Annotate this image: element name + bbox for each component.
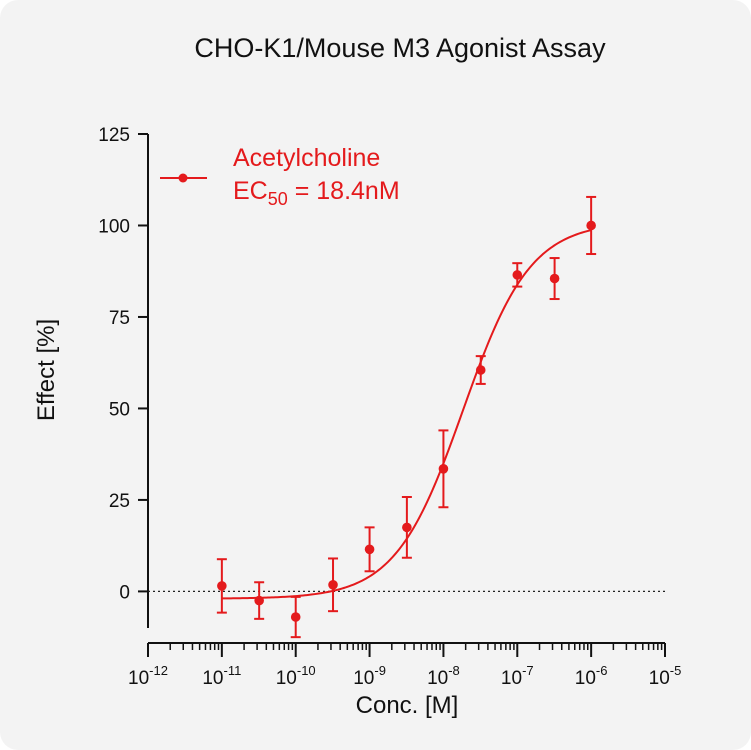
x-tick-label: 10-10 [276, 663, 316, 689]
data-point [402, 522, 412, 533]
x-tick-label: 10-5 [649, 663, 682, 689]
legend-series-name: Acetylcholine [233, 144, 380, 172]
y-axis-label: Effect [%] [33, 319, 60, 421]
y-tick-label: 50 [109, 399, 130, 420]
x-tick-label: 10-7 [501, 663, 534, 689]
data-point [438, 464, 449, 474]
data-point [475, 365, 486, 375]
data-point [328, 580, 338, 590]
data-point [217, 581, 227, 591]
legend-ec50: EC50 = 18.4nM [233, 177, 400, 209]
legend-marker [178, 173, 188, 183]
x-tick-label: 10-12 [128, 663, 168, 689]
x-tick-label: 10-6 [575, 663, 608, 689]
data-point [254, 595, 264, 606]
legend: Acetylcholine EC50 = 18.4nM [160, 144, 400, 209]
y-tick-label: 0 [119, 582, 130, 603]
chart-title: CHO-K1/Mouse M3 Agonist Assay [194, 33, 606, 63]
y-tick-label: 75 [109, 308, 130, 329]
x-tick-label: 10-11 [202, 663, 241, 689]
data-point [290, 612, 301, 622]
plot-area: 0 25 50 75 100 125 10-12 10-11 10-10 10-9 10-8 10-7… [98, 125, 681, 689]
x-tick-label: 10-8 [427, 663, 460, 689]
data-point [364, 544, 375, 555]
x-tick-label: 10-9 [353, 663, 386, 689]
y-tick-label: 25 [109, 491, 130, 512]
data-point [549, 273, 560, 284]
y-tick-label: 100 [98, 216, 130, 237]
data-point [512, 270, 523, 280]
x-axis-label: Conc. [M] [356, 692, 459, 719]
y-tick-label: 125 [98, 125, 130, 146]
data-point [586, 220, 596, 231]
